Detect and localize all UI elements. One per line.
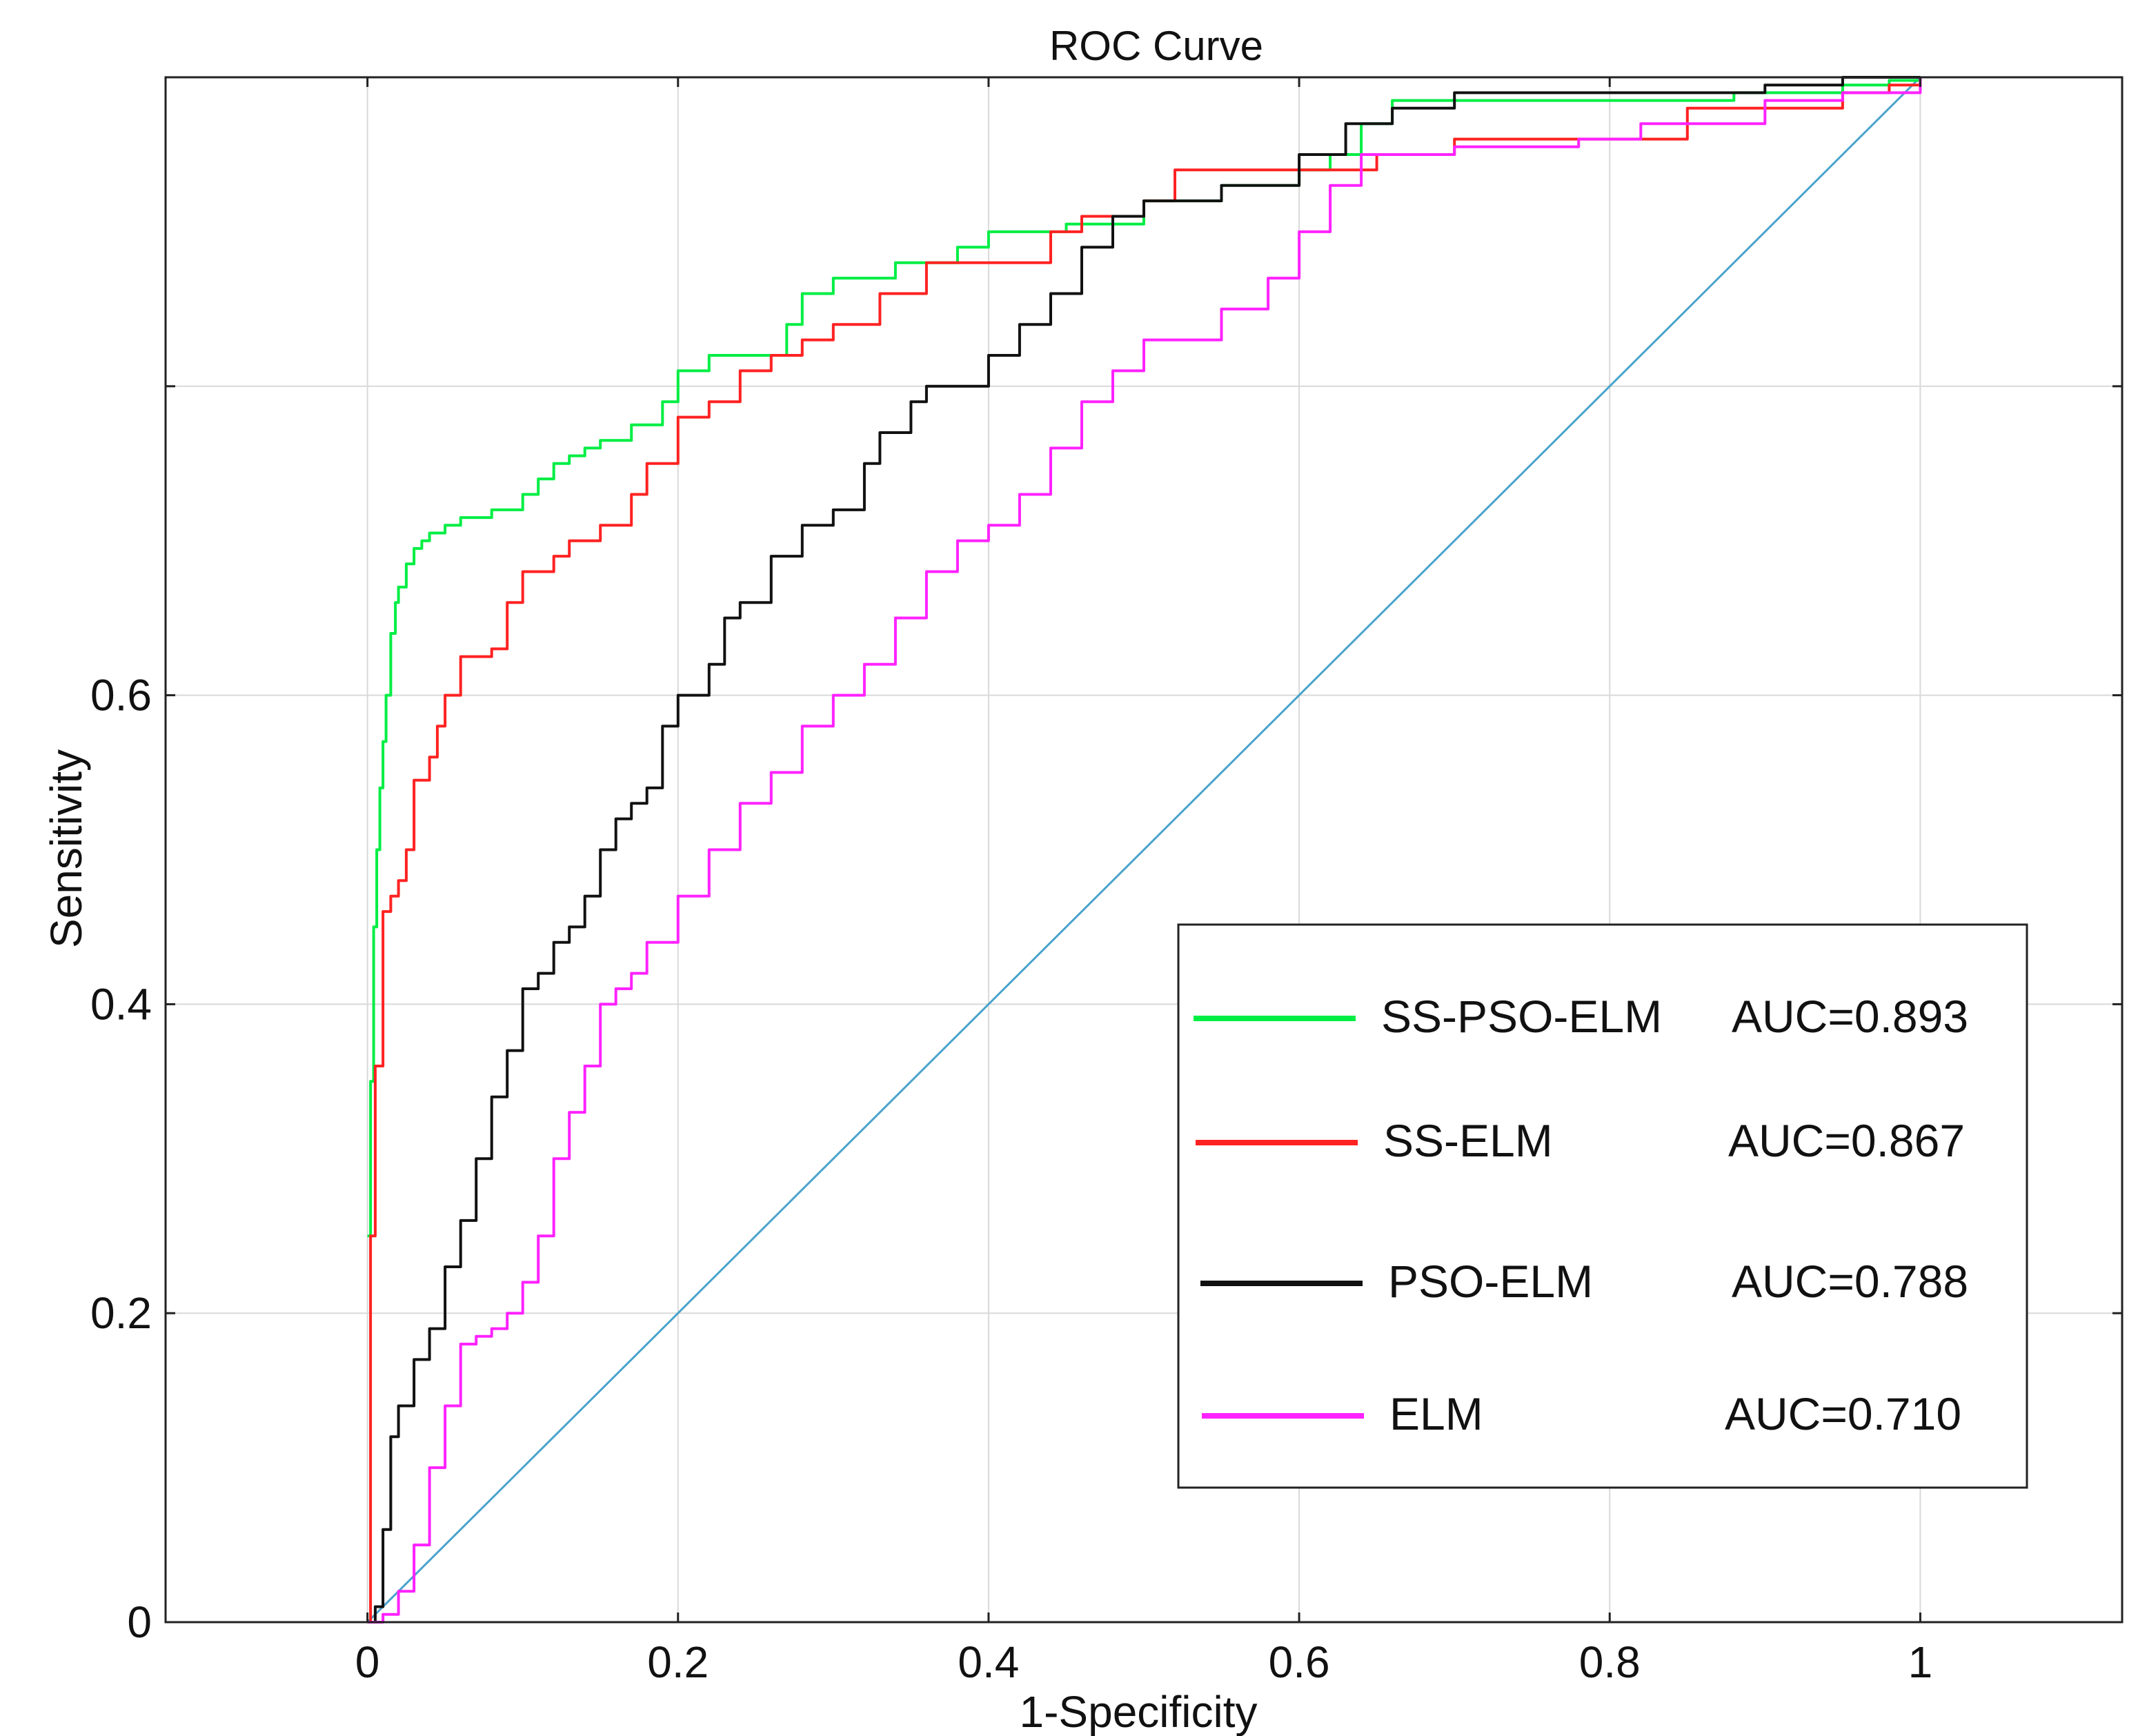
legend-label-pso-elm: PSO-ELM <box>1388 1256 1593 1307</box>
legend-auc-elm: AUC=0.710 <box>1725 1388 1961 1439</box>
legend-auc-pso-elm: AUC=0.788 <box>1732 1256 1968 1307</box>
y-axis-label: Sensitivity <box>41 749 91 948</box>
x-tick-label: 0.6 <box>1269 1637 1330 1687</box>
y-tick-label: 0.6 <box>90 671 152 720</box>
series-line-elm <box>367 77 1922 1624</box>
axis-ticks: 0 0.2 0.4 0.6 0.8 1 0 0.2 0.4 0.6 <box>90 77 2122 1687</box>
x-tick-label: 0 <box>355 1637 380 1687</box>
legend-label-elm: ELM <box>1389 1388 1483 1439</box>
x-tick-label: 0.4 <box>958 1637 1019 1687</box>
legend-auc-ss-elm: AUC=0.867 <box>1728 1115 1965 1166</box>
series-lines <box>366 76 1922 1624</box>
series-line-pso-elm <box>367 76 1921 1624</box>
x-tick-label: 1 <box>1908 1637 1933 1687</box>
x-axis-label: 1-Specificity <box>1020 1687 1258 1736</box>
legend-label-ss-elm: SS-ELM <box>1383 1115 1553 1166</box>
chart-title: ROC Curve <box>1049 23 1263 69</box>
legend-label-ss-pso-elm: SS-PSO-ELM <box>1381 991 1662 1042</box>
x-tick-label: 0.8 <box>1579 1637 1641 1687</box>
series-line-reference <box>366 76 1921 1624</box>
legend-auc-ss-pso-elm: AUC=0.893 <box>1732 991 1968 1042</box>
legend: SS-PSO-ELM AUC=0.893 SS-ELM AUC=0.867 PS… <box>1177 923 2028 1489</box>
y-tick-label: 0.4 <box>90 979 152 1029</box>
y-tick-label: 0.2 <box>90 1288 152 1338</box>
plot-area-frame <box>164 76 2124 1624</box>
grid <box>166 77 2122 1623</box>
y-tick-label: 0 <box>127 1597 152 1647</box>
x-tick-label: 0.2 <box>647 1637 709 1687</box>
